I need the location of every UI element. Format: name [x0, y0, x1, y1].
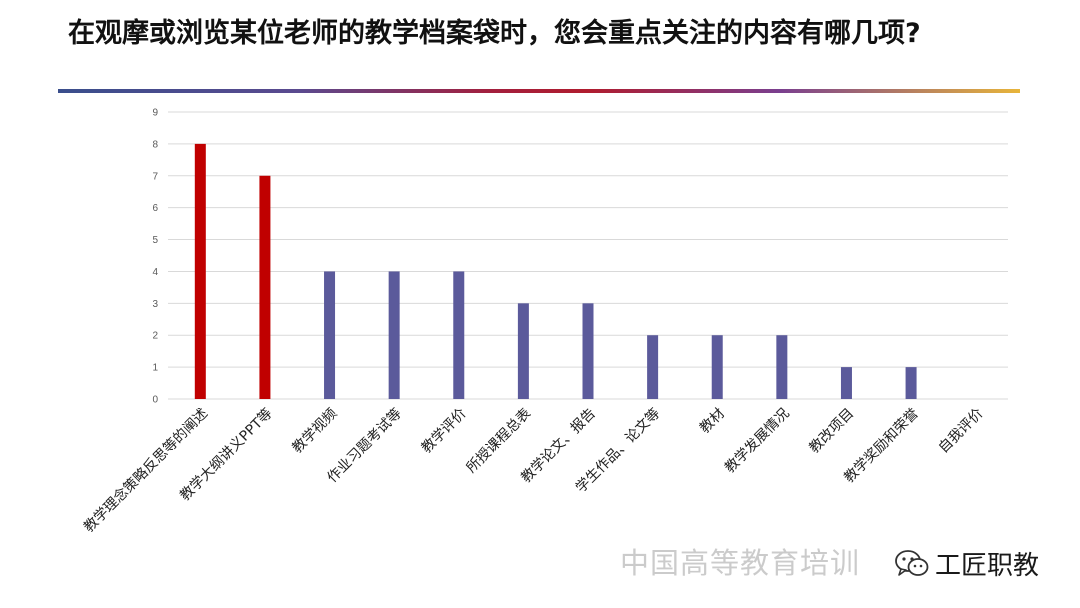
y-tick-label: 7	[152, 171, 158, 182]
bar	[711, 335, 723, 399]
title-divider	[58, 89, 1020, 93]
bar	[259, 175, 271, 399]
y-tick-label: 1	[152, 363, 158, 374]
bar	[194, 143, 206, 399]
x-category-label: 教学视频	[289, 406, 340, 457]
bar	[517, 303, 529, 399]
badge-text: 工匠职教	[935, 551, 1040, 581]
y-tick-label: 0	[152, 395, 158, 406]
wechat-icon	[895, 549, 929, 579]
bar	[582, 303, 594, 399]
chart-gridlines	[168, 111, 1008, 400]
watermark-text: 中国高等教育培训	[620, 546, 861, 580]
chart-bars	[194, 143, 917, 399]
x-category-label: 教改项目	[806, 406, 857, 457]
x-category-label: 自我评价	[936, 406, 987, 457]
bar	[388, 271, 400, 399]
y-tick-label: 3	[152, 299, 158, 310]
y-tick-label: 5	[152, 235, 158, 246]
bar	[776, 335, 788, 399]
bar	[647, 335, 659, 399]
bar	[453, 271, 465, 399]
x-category-label: 教学评价	[419, 406, 470, 457]
y-tick-label: 8	[152, 139, 158, 150]
bar	[905, 367, 917, 399]
bar	[840, 367, 852, 399]
y-tick-label: 9	[152, 108, 158, 119]
x-category-label: 教材	[697, 406, 728, 437]
y-tick-label: 2	[152, 331, 158, 342]
y-tick-label: 6	[152, 203, 158, 214]
y-tick-label: 4	[152, 267, 158, 278]
x-category-label: 所授课程总表	[464, 406, 535, 477]
wechat-badge: 工匠职教	[895, 545, 1039, 582]
bar	[324, 271, 336, 399]
y-axis-ticks: 0 1 2 3 4 5 6 7 8 9	[152, 108, 158, 406]
x-category-label: 教学发展情况	[722, 406, 793, 477]
x-category-label: 教学理念策略反思等的阐述	[80, 405, 211, 536]
page-title: 在观摩或浏览某位老师的教学档案袋时，您会重点关注的内容有哪几项?	[68, 18, 921, 49]
